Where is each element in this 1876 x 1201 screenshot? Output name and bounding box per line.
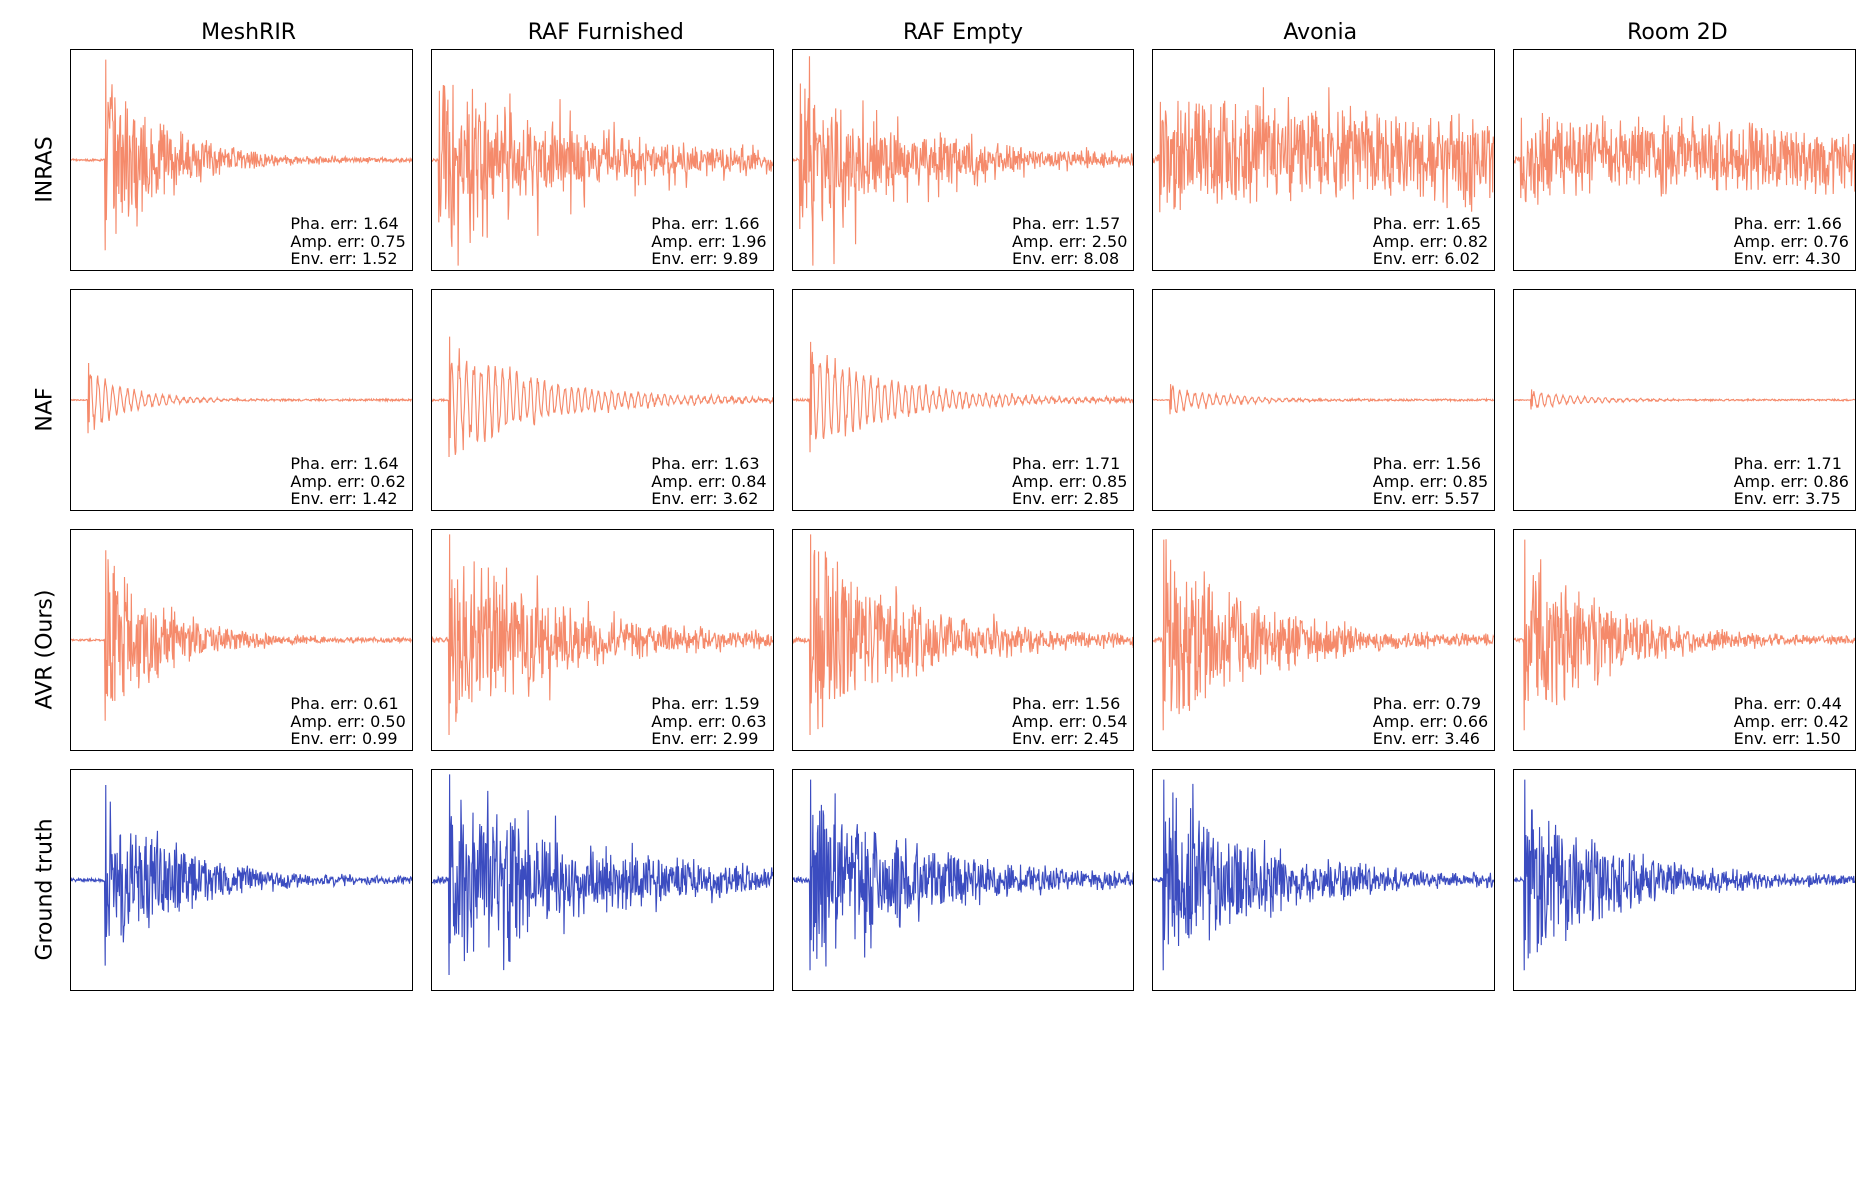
error-annotation: Pha. err: 1.64 Amp. err: 0.75 Env. err: … [290, 215, 405, 268]
error-annotation: Pha. err: 1.57 Amp. err: 2.50 Env. err: … [1012, 215, 1127, 268]
error-annotation: Pha. err: 1.56 Amp. err: 0.54 Env. err: … [1012, 695, 1127, 748]
cell: Pha. err: 1.56 Amp. err: 0.85 Env. err: … [1152, 289, 1495, 511]
cell: Pha. err: 1.59 Amp. err: 0.63 Env. err: … [431, 529, 774, 751]
cell: Pha. err: 1.56 Amp. err: 0.54 Env. err: … [792, 529, 1135, 751]
cell: Pha. err: 0.61 Amp. err: 0.50 Env. err: … [70, 529, 413, 751]
cell: Pha. err: 1.65 Amp. err: 0.82 Env. err: … [1152, 49, 1495, 271]
cell: Pha. err: 1.66 Amp. err: 0.76 Env. err: … [1513, 49, 1856, 271]
col-header: RAF Furnished [427, 20, 784, 49]
waveform-plot [793, 770, 1134, 990]
cell: Pha. err: 1.64 Amp. err: 0.62 Env. err: … [70, 289, 413, 511]
cell [792, 769, 1135, 991]
row-label: Ground truth [20, 769, 70, 1009]
cell: Pha. err: 1.71 Amp. err: 0.85 Env. err: … [792, 289, 1135, 511]
error-annotation: Pha. err: 1.63 Amp. err: 0.84 Env. err: … [651, 455, 766, 508]
error-annotation: Pha. err: 1.65 Amp. err: 0.82 Env. err: … [1373, 215, 1488, 268]
col-header: Room 2D [1499, 20, 1856, 49]
error-annotation: Pha. err: 0.44 Amp. err: 0.42 Env. err: … [1734, 695, 1849, 748]
row-label: NAF [20, 289, 70, 529]
waveform-plot [1153, 770, 1494, 990]
error-annotation: Pha. err: 1.66 Amp. err: 1.96 Env. err: … [651, 215, 766, 268]
col-header: RAF Empty [784, 20, 1141, 49]
col-header: Avonia [1142, 20, 1499, 49]
error-annotation: Pha. err: 0.79 Amp. err: 0.66 Env. err: … [1373, 695, 1488, 748]
figure-grid: MeshRIR RAF Furnished RAF Empty Avonia R… [20, 20, 1856, 1009]
error-annotation: Pha. err: 1.56 Amp. err: 0.85 Env. err: … [1373, 455, 1488, 508]
error-annotation: Pha. err: 1.71 Amp. err: 0.86 Env. err: … [1734, 455, 1849, 508]
error-annotation: Pha. err: 1.66 Amp. err: 0.76 Env. err: … [1734, 215, 1849, 268]
error-annotation: Pha. err: 1.64 Amp. err: 0.62 Env. err: … [290, 455, 405, 508]
row-label: INRAS [20, 49, 70, 289]
cell [70, 769, 413, 991]
cell: Pha. err: 1.57 Amp. err: 2.50 Env. err: … [792, 49, 1135, 271]
error-annotation: Pha. err: 0.61 Amp. err: 0.50 Env. err: … [290, 695, 405, 748]
rows: INRAS Pha. err: 1.64 Amp. err: 0.75 Env.… [20, 49, 1856, 1009]
row-avr: AVR (Ours) Pha. err: 0.61 Amp. err: 0.50… [20, 529, 1856, 769]
waveform-plot [432, 770, 773, 990]
cell: Pha. err: 1.71 Amp. err: 0.86 Env. err: … [1513, 289, 1856, 511]
cell: Pha. err: 1.64 Amp. err: 0.75 Env. err: … [70, 49, 413, 271]
cell [1513, 769, 1856, 991]
error-annotation: Pha. err: 1.59 Amp. err: 0.63 Env. err: … [651, 695, 766, 748]
cell: Pha. err: 0.44 Amp. err: 0.42 Env. err: … [1513, 529, 1856, 751]
column-headers: MeshRIR RAF Furnished RAF Empty Avonia R… [70, 20, 1856, 49]
cell [1152, 769, 1495, 991]
cell: Pha. err: 0.79 Amp. err: 0.66 Env. err: … [1152, 529, 1495, 751]
row-naf: NAF Pha. err: 1.64 Amp. err: 0.62 Env. e… [20, 289, 1856, 529]
row-gt: Ground truth [20, 769, 1856, 1009]
cell: Pha. err: 1.66 Amp. err: 1.96 Env. err: … [431, 49, 774, 271]
row-inras: INRAS Pha. err: 1.64 Amp. err: 0.75 Env.… [20, 49, 1856, 289]
waveform-plot [71, 770, 412, 990]
row-label: AVR (Ours) [20, 529, 70, 769]
col-header: MeshRIR [70, 20, 427, 49]
error-annotation: Pha. err: 1.71 Amp. err: 0.85 Env. err: … [1012, 455, 1127, 508]
waveform-plot [1514, 770, 1855, 990]
cell [431, 769, 774, 991]
cell: Pha. err: 1.63 Amp. err: 0.84 Env. err: … [431, 289, 774, 511]
